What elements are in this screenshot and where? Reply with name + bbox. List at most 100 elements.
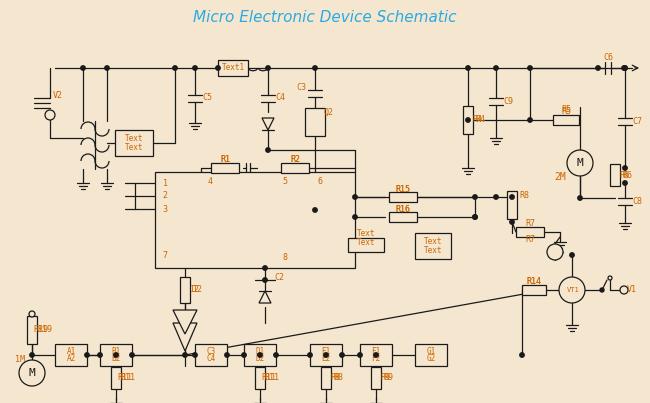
Circle shape	[274, 353, 278, 357]
Text: R1: R1	[220, 156, 230, 164]
Bar	[360, 344, 392, 366]
Bar	[244, 344, 276, 366]
Text: Text: Text	[125, 134, 143, 143]
Text: R8: R8	[330, 374, 340, 382]
Circle shape	[258, 353, 262, 357]
Text: R16: R16	[395, 204, 411, 214]
Bar	[211, 163, 239, 173]
Bar	[507, 191, 517, 219]
Text: C9: C9	[503, 96, 513, 106]
Circle shape	[374, 353, 378, 357]
Text: C8: C8	[632, 197, 642, 206]
Circle shape	[173, 66, 177, 70]
Text: C2: C2	[274, 274, 284, 283]
Circle shape	[520, 353, 524, 357]
Text: R6: R6	[619, 170, 629, 179]
Text: 5: 5	[283, 177, 287, 187]
Circle shape	[494, 195, 498, 199]
Text: C3: C3	[296, 83, 306, 93]
Text: 2: 2	[162, 191, 168, 201]
Circle shape	[623, 181, 627, 185]
Bar	[415, 233, 451, 259]
Circle shape	[263, 278, 267, 282]
Circle shape	[105, 66, 109, 70]
Text: R8: R8	[333, 372, 343, 382]
Text: R15: R15	[395, 185, 411, 193]
Circle shape	[353, 195, 358, 199]
Text: V2: V2	[53, 91, 63, 100]
Circle shape	[266, 66, 270, 70]
Circle shape	[608, 276, 612, 280]
Circle shape	[528, 66, 532, 70]
Circle shape	[183, 353, 187, 357]
Bar	[310, 344, 342, 366]
Bar	[27, 316, 37, 344]
Circle shape	[473, 215, 477, 219]
Text: C4: C4	[207, 355, 216, 364]
Circle shape	[600, 288, 604, 292]
Text: G1: G1	[426, 347, 436, 355]
Text: E1: E1	[321, 347, 331, 355]
Circle shape	[466, 66, 470, 70]
Text: R6: R6	[622, 170, 632, 179]
Circle shape	[30, 353, 34, 357]
Bar	[305, 108, 325, 136]
Text: R2: R2	[290, 156, 300, 164]
Text: R1: R1	[220, 156, 230, 164]
Text: R11: R11	[261, 374, 276, 382]
Text: R9: R9	[383, 372, 393, 382]
Text: F2: F2	[371, 355, 381, 364]
Text: G2: G2	[426, 355, 436, 364]
Circle shape	[494, 66, 498, 70]
Text: R19: R19	[38, 324, 53, 334]
Circle shape	[84, 353, 89, 357]
Bar	[389, 192, 417, 202]
Polygon shape	[262, 118, 274, 130]
Text: Text: Text	[424, 237, 442, 246]
Text: M: M	[29, 368, 35, 378]
Text: R19: R19	[34, 326, 49, 334]
Text: R16: R16	[395, 204, 411, 214]
Circle shape	[358, 353, 362, 357]
Bar	[371, 367, 381, 389]
Bar	[553, 115, 579, 125]
Circle shape	[193, 66, 197, 70]
Text: 1: 1	[162, 179, 168, 187]
Polygon shape	[173, 310, 197, 334]
Circle shape	[225, 353, 229, 357]
Text: C5: C5	[202, 93, 212, 102]
Bar	[55, 344, 87, 366]
Text: Text: Text	[357, 238, 375, 247]
Text: C6: C6	[603, 54, 613, 62]
Circle shape	[620, 286, 628, 294]
Bar	[281, 163, 309, 173]
Text: R7: R7	[525, 220, 535, 229]
Polygon shape	[173, 323, 197, 351]
Text: D1: D1	[255, 347, 265, 355]
Text: D2: D2	[255, 355, 265, 364]
Text: Micro Electronic Device Schematic: Micro Electronic Device Schematic	[193, 10, 457, 25]
Bar	[522, 285, 546, 295]
Circle shape	[510, 195, 514, 199]
Text: 3: 3	[162, 204, 168, 214]
Circle shape	[98, 353, 102, 357]
Bar	[321, 367, 331, 389]
Circle shape	[559, 277, 585, 303]
Circle shape	[216, 66, 220, 70]
Bar	[463, 106, 473, 134]
Circle shape	[308, 353, 312, 357]
Bar	[389, 212, 417, 222]
Text: Q2: Q2	[324, 108, 334, 116]
Circle shape	[623, 66, 627, 70]
Circle shape	[19, 360, 45, 386]
Circle shape	[353, 215, 358, 219]
Text: 8: 8	[283, 253, 287, 262]
Text: V1: V1	[627, 285, 637, 295]
Circle shape	[473, 195, 477, 199]
Circle shape	[623, 66, 627, 70]
Bar	[610, 164, 620, 186]
Text: R11: R11	[120, 372, 135, 382]
Circle shape	[45, 110, 55, 120]
Text: 1M: 1M	[15, 355, 25, 364]
Circle shape	[313, 208, 317, 212]
